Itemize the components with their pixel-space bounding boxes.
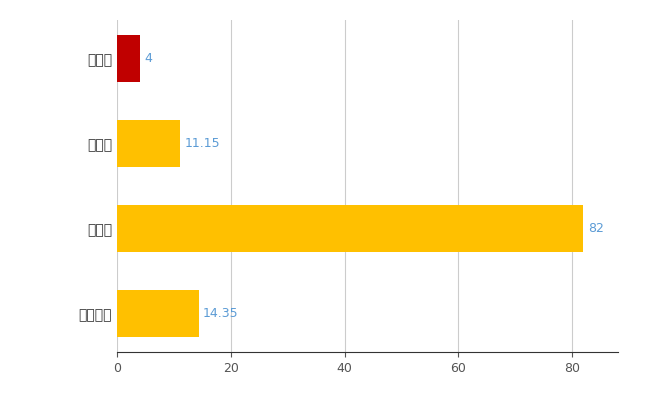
Bar [117, 205, 584, 252]
Bar [117, 35, 140, 82]
Text: 4: 4 [144, 52, 152, 65]
Bar [117, 120, 181, 167]
Bar [117, 290, 199, 337]
Text: 14.35: 14.35 [203, 307, 239, 320]
Text: 11.15: 11.15 [185, 137, 220, 150]
Text: 82: 82 [588, 222, 604, 235]
